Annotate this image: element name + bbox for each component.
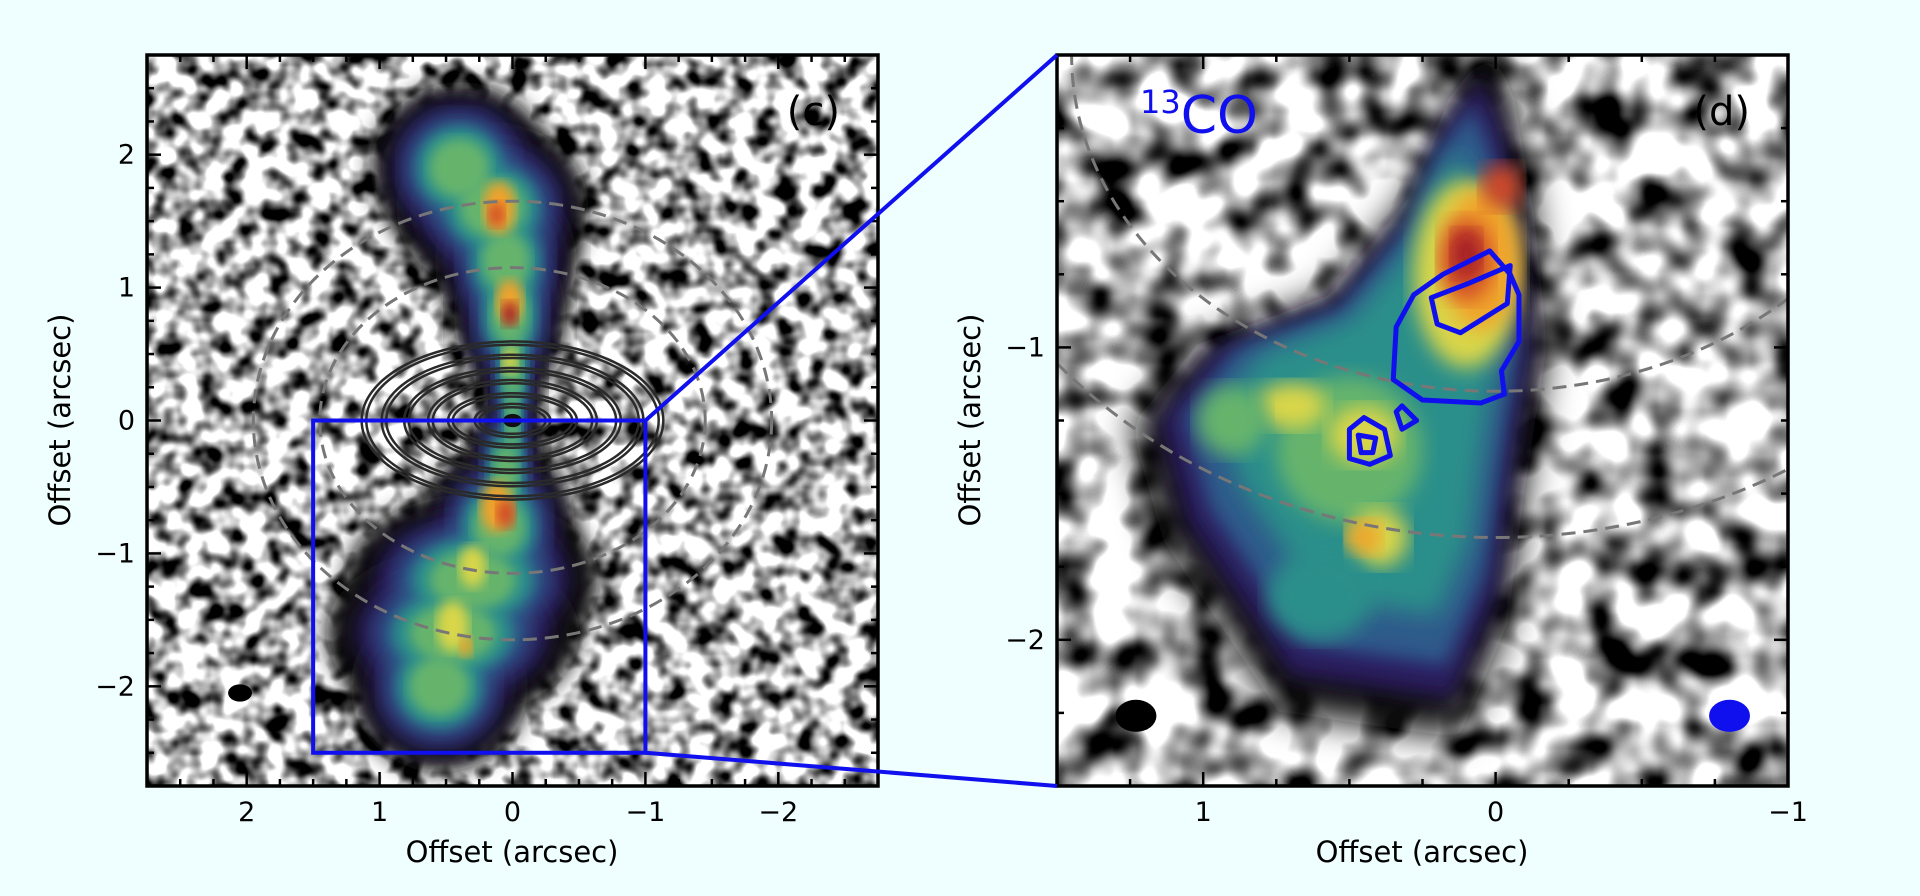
panel-c-inset-box xyxy=(311,418,648,755)
panel-d-beams xyxy=(1115,699,1750,732)
panel-d-hotspot-2 xyxy=(1255,382,1327,430)
panel-c-ytick-label: 2 xyxy=(118,140,135,171)
panel-d-hotspot-11 xyxy=(1267,552,1373,640)
panel-d-dashed-arc-1 xyxy=(1070,55,1788,393)
panel-c-xtick-label: −2 xyxy=(758,797,798,828)
panel-c-hotspot-3 xyxy=(496,498,516,529)
panel-c-hotspot-1 xyxy=(459,545,486,588)
panel-d-label: (d) xyxy=(1693,89,1750,135)
panel-c-xlabel: Offset (arcsec) xyxy=(406,835,619,869)
panel-c-hotspot-0 xyxy=(436,600,469,653)
panel-c-beam-ellipse xyxy=(228,684,252,702)
panel-c-dashed-ellipses xyxy=(251,199,774,642)
panel-c-xtick-label: −1 xyxy=(626,797,666,828)
panel-c-hotspot-5 xyxy=(488,201,505,228)
panel-d-annotation: 13CO xyxy=(1140,83,1258,146)
panel-d-annotation-superscript: 13 xyxy=(1140,83,1181,121)
panel-c-xtick-label: 1 xyxy=(371,797,388,828)
panel-c-hotspot-9 xyxy=(459,635,473,658)
panel-c-ytick-label: 0 xyxy=(118,406,135,437)
panel-d: 1 0 −1 −2 −1 (d) 13CO Offset (arcsec) Offset… xyxy=(953,53,1808,869)
zoom-connector-top xyxy=(644,53,1059,422)
panel-d-co13-contour-4 xyxy=(1355,432,1379,456)
panel-c-ytick-label: 1 xyxy=(118,273,135,304)
panel-c-ytick-label: −2 xyxy=(95,671,135,702)
panel-d-xlabel: Offset (arcsec) xyxy=(1316,835,1529,869)
panel-c-emission-layer-4-2 xyxy=(481,231,531,291)
panel-d-co13-contour-1 xyxy=(1428,263,1513,336)
panel-d-dashed-arcs xyxy=(1057,55,1788,539)
panel-c-beam xyxy=(228,684,252,702)
zoom-connectors xyxy=(311,53,1059,788)
panel-d-hotspot-9 xyxy=(1346,519,1382,556)
panel-d-hotspot-10 xyxy=(1197,385,1268,456)
panel-d-co13-contour-0 xyxy=(1390,248,1522,406)
panel-c-hotspot-8 xyxy=(501,347,518,374)
panel-d-ylabel: Offset (arcsec) xyxy=(953,314,987,527)
panel-d-ytick-label: −1 xyxy=(1005,332,1045,363)
panel-c-emission-layer-4-0 xyxy=(429,138,490,198)
panel-c-xtick-label: 2 xyxy=(238,797,255,828)
panel-d-emission xyxy=(1131,55,1547,738)
panel-d-beam-ellipse-1 xyxy=(1709,699,1750,732)
panel-c-hotspot-7 xyxy=(501,301,518,327)
panel-c-ylabel: Offset (arcsec) xyxy=(43,314,77,527)
panel-c-emission-layer-4-10 xyxy=(409,656,470,716)
panel-d-hotspot-6 xyxy=(1480,163,1522,210)
panel-d-beam-ellipse-0 xyxy=(1115,699,1157,732)
panel-d-ticks: 1 0 −1 −2 −1 xyxy=(1005,53,1808,828)
panel-d-xtick-label: −1 xyxy=(1768,797,1808,828)
panel-c-ticks: 2 1 0 −1 −2 −2 −1 0 1 2 xyxy=(95,53,880,828)
panel-d-annotation-text: CO xyxy=(1181,86,1258,146)
panel-c-xtick-label: 0 xyxy=(504,797,521,828)
panel-c: 2 1 0 −1 −2 −2 −1 0 1 2 (c) Offset (arcsec) Offse… xyxy=(43,53,880,869)
panel-c-dashed-ellipse-0 xyxy=(251,199,774,642)
panel-c-label: (c) xyxy=(787,89,840,135)
panel-d-co13-contour-3 xyxy=(1346,415,1393,467)
panel-c-dashed-ellipse-1 xyxy=(318,266,707,575)
panel-d-xtick-label: 1 xyxy=(1195,797,1212,828)
panel-c-ytick-label: −1 xyxy=(95,538,135,569)
panel-c-emission xyxy=(326,82,599,773)
zoom-connector-bottom xyxy=(645,750,1058,788)
panel-d-ytick-label: −2 xyxy=(1005,625,1045,656)
panel-d-xtick-label: 0 xyxy=(1487,797,1504,828)
panel-d-co13-contour-2 xyxy=(1393,403,1420,432)
panel-d-co13-contours xyxy=(1346,248,1522,467)
